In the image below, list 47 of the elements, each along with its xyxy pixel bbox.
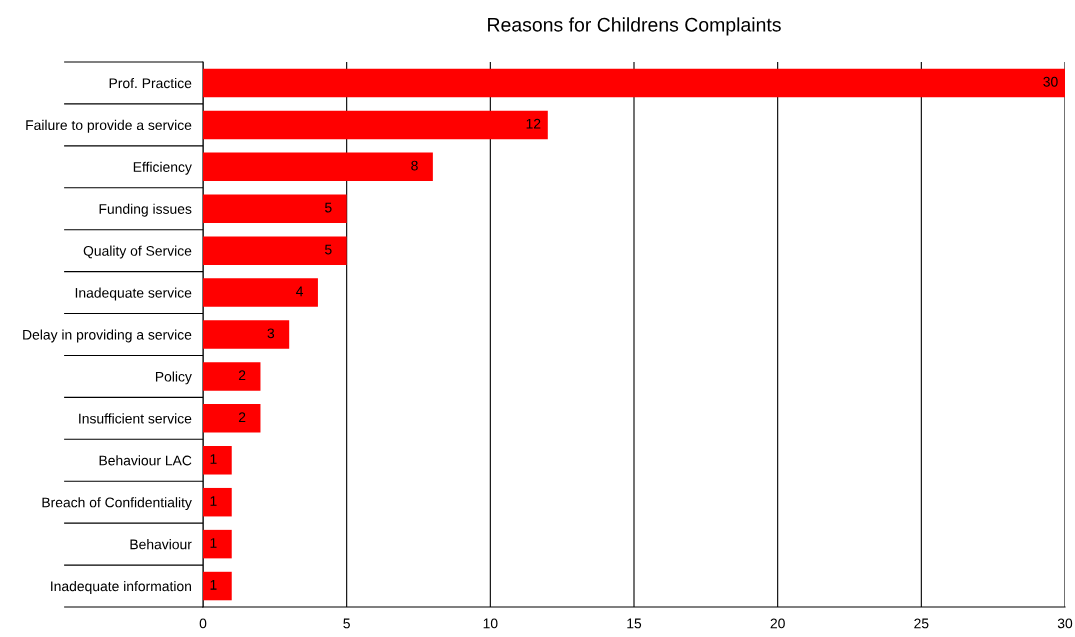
data-label: 8 [411, 160, 418, 171]
data-label: 5 [325, 202, 332, 213]
y-tick-label: Insufficient service [79, 413, 192, 424]
x-tick-label: 25 [914, 618, 929, 629]
bar [203, 529, 232, 559]
data-label: 1 [210, 538, 217, 548]
x-tick-label: 15 [627, 618, 642, 629]
bar [203, 404, 261, 433]
data-label: 2 [238, 412, 246, 422]
bar [203, 571, 232, 601]
data-label: 1 [210, 496, 217, 506]
y-tick-label: Inadequate information [51, 581, 191, 594]
y-tick-label: Behaviour [130, 539, 192, 550]
data-label: 4 [296, 286, 304, 297]
data-label: 12 [526, 118, 541, 129]
bar [203, 236, 347, 265]
data-label: 5 [325, 244, 332, 255]
y-tick-label: Policy [155, 371, 192, 385]
bar [203, 68, 1065, 98]
y-tick-label: Breach of Confidentiality [42, 497, 192, 511]
data-label: 1 [210, 580, 217, 590]
y-tick-label: Delay in providing a service [23, 329, 192, 343]
y-tick-label: Quality of Service [83, 245, 192, 259]
x-tick-label: 20 [770, 618, 785, 629]
y-tick-label: Efficiency [133, 161, 192, 175]
bar [203, 194, 347, 223]
y-tick-label: Behaviour LAC [99, 455, 192, 466]
data-label: 30 [1043, 76, 1058, 87]
y-tick-label: Failure to provide a service [26, 119, 192, 133]
data-label: 3 [267, 328, 275, 339]
x-tick-label: 0 [199, 618, 207, 629]
chart-title: Reasons for Childrens Complaints [488, 17, 781, 36]
bar [203, 362, 261, 391]
y-tick-label: Inadequate service [75, 287, 192, 301]
bar [203, 152, 433, 182]
y-tick-label: Funding issues [99, 203, 192, 217]
x-tick-label: 30 [1057, 618, 1073, 629]
bar [203, 320, 290, 349]
x-tick-label: 10 [483, 618, 498, 629]
x-tick-label: 5 [343, 618, 350, 629]
data-label: 2 [238, 370, 246, 381]
data-label: 1 [210, 454, 217, 464]
y-tick-label: Prof. Practice [109, 77, 192, 89]
bar [203, 446, 232, 475]
bar [203, 278, 318, 307]
bar [203, 487, 232, 517]
bar [203, 110, 548, 140]
